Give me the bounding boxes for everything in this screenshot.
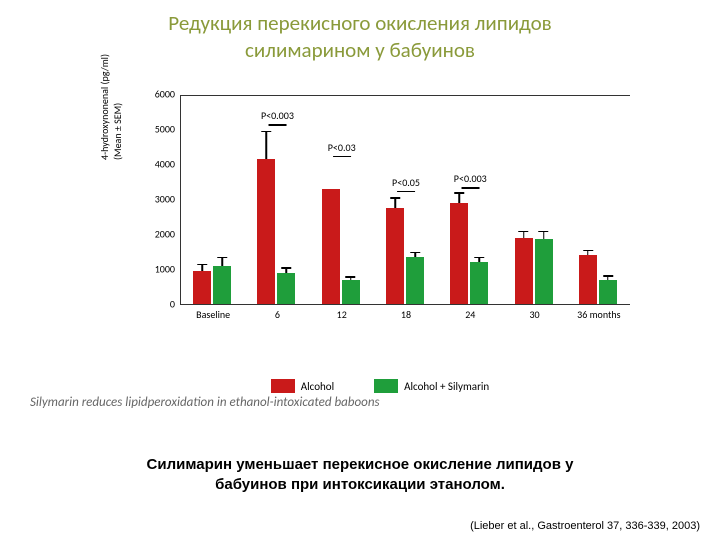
bold-note: Силимарин уменьшает перекисное окисление…	[0, 455, 720, 494]
bar-alcohol	[579, 255, 597, 304]
bar-silymarin	[213, 266, 231, 305]
boldnote-line1: Силимарин уменьшает перекисное окисление…	[0, 455, 720, 475]
bar-alcohol	[515, 238, 533, 305]
bar-group	[450, 203, 488, 305]
p-value-label: P<0.03	[328, 141, 356, 154]
plot-area: 0100020003000400050006000 4-hydroxynonen…	[180, 95, 630, 305]
bar-silymarin	[470, 262, 488, 304]
p-value-label: P<0.05	[392, 176, 420, 189]
y-tick: 6000	[121, 88, 181, 101]
x-category: 18	[401, 304, 411, 321]
bar-alcohol	[450, 203, 468, 305]
y-tick: 0	[121, 298, 181, 311]
swatch-alcohol	[271, 379, 295, 393]
bar-silymarin	[406, 257, 424, 304]
x-category: Baseline	[196, 304, 230, 321]
p-value-label: P<0.003	[261, 109, 294, 122]
x-category: 12	[337, 304, 347, 321]
citation: (Lieber et al., Gastroenterol 37, 336-33…	[470, 520, 700, 532]
figure-caption: Silymarin reduces lipidperoxidation in e…	[30, 395, 380, 410]
title-line1: Редукция перекисного окисления липидов	[0, 10, 720, 37]
y-tick: 1000	[121, 263, 181, 276]
bar-group	[322, 189, 360, 305]
bar-group	[386, 208, 424, 304]
chart-container: 0100020003000400050006000 4-hydroxynonen…	[120, 95, 640, 355]
boldnote-line2: бабуинов при интоксикации этанолом.	[0, 475, 720, 495]
bar-alcohol	[193, 271, 211, 304]
x-category: 24	[465, 304, 475, 321]
legend-item-alcohol: Alcohol	[271, 379, 334, 393]
bar-alcohol	[322, 189, 340, 305]
bar-alcohol	[386, 208, 404, 304]
y-tick: 2000	[121, 228, 181, 241]
legend-label-silymarin: Alcohol + Silymarin	[404, 380, 489, 393]
bar-alcohol	[257, 159, 275, 304]
bar-group	[257, 159, 295, 304]
p-value-label: P<0.003	[454, 172, 487, 185]
y-axis-label: 4-hydroxynonenal (pg/ml) (Mean ± SEM)	[98, 54, 124, 160]
swatch-silymarin	[374, 379, 398, 393]
legend-label-alcohol: Alcohol	[301, 380, 334, 393]
x-category: 30	[529, 304, 539, 321]
x-category: 6	[275, 304, 280, 321]
bar-silymarin	[535, 239, 553, 304]
y-tick: 4000	[121, 158, 181, 171]
bar-group	[193, 266, 231, 305]
legend-item-silymarin: Alcohol + Silymarin	[374, 379, 489, 393]
bar-group	[515, 238, 553, 305]
x-category: 36 months	[577, 304, 620, 321]
bar-group	[579, 255, 617, 304]
bar-silymarin	[599, 280, 617, 305]
y-tick: 5000	[121, 123, 181, 136]
y-tick: 3000	[121, 193, 181, 206]
bar-silymarin	[342, 280, 360, 305]
bar-silymarin	[277, 273, 295, 305]
legend: Alcohol Alcohol + Silymarin	[120, 379, 640, 393]
